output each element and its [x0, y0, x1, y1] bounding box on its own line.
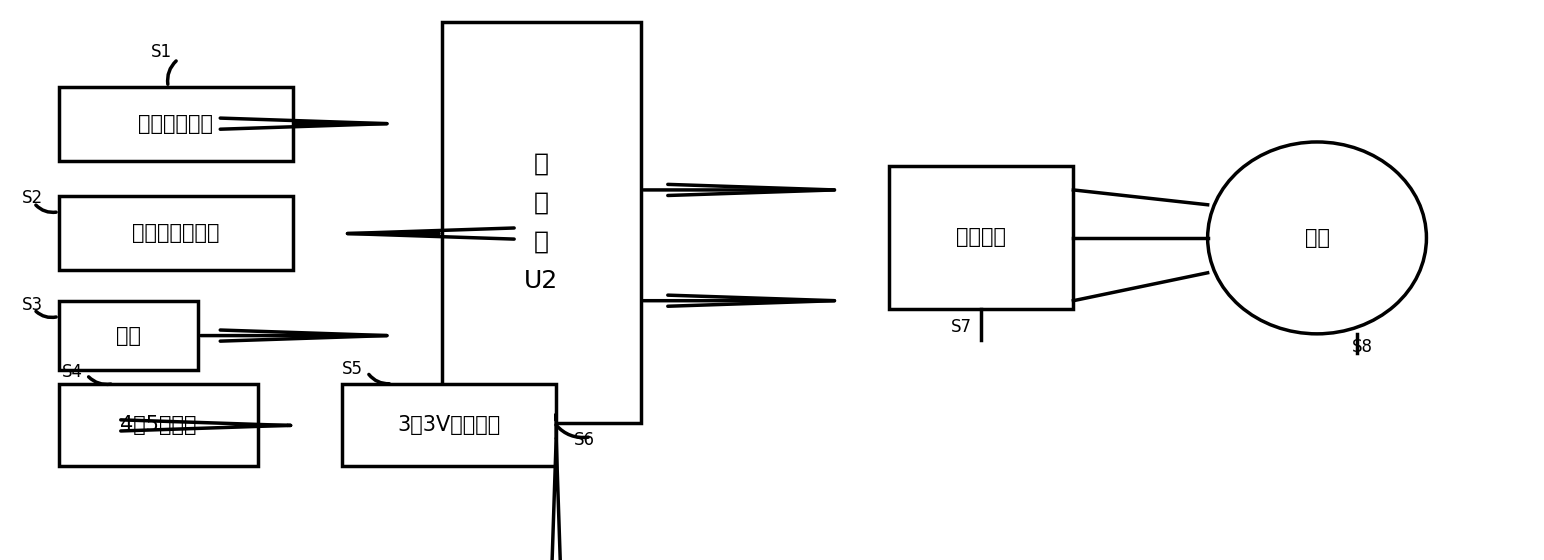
Bar — [343, 384, 556, 466]
Bar — [59, 87, 293, 161]
Text: 电机: 电机 — [1305, 228, 1329, 248]
Text: S1: S1 — [151, 43, 173, 61]
Text: S3: S3 — [22, 296, 43, 314]
Text: 3．3V稳压电路: 3．3V稳压电路 — [398, 415, 500, 435]
Bar — [59, 384, 258, 466]
Text: S4: S4 — [62, 363, 83, 381]
Circle shape — [1207, 142, 1427, 334]
Bar — [442, 22, 641, 423]
Bar — [59, 301, 198, 371]
Text: S2: S2 — [22, 189, 43, 207]
Text: 电机驱动: 电机驱动 — [956, 227, 1007, 248]
Text: S8: S8 — [1353, 338, 1373, 356]
Text: S6: S6 — [574, 431, 594, 449]
Text: 红外线接收电: 红外线接收电 — [139, 114, 213, 134]
Text: 单
片
机
U2: 单 片 机 U2 — [523, 151, 559, 293]
Text: S5: S5 — [343, 360, 363, 378]
Text: 按钮: 按钮 — [116, 325, 141, 346]
Text: 4节5号电池: 4节5号电池 — [120, 415, 196, 435]
Bar — [59, 196, 293, 270]
Text: 红外线发射电路: 红外线发射电路 — [131, 223, 219, 243]
Text: S7: S7 — [951, 318, 973, 336]
Bar — [889, 166, 1073, 310]
